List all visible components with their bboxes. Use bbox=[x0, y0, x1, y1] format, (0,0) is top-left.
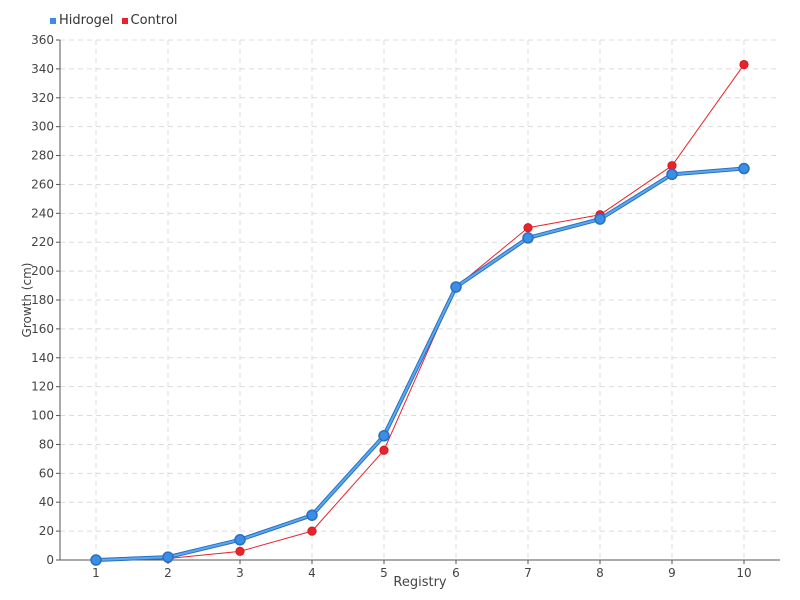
y-tick-label: 160 bbox=[31, 322, 54, 336]
y-tick-label: 280 bbox=[31, 149, 54, 163]
data-point-control[interactable] bbox=[235, 546, 245, 556]
data-point-control[interactable] bbox=[307, 526, 317, 536]
series-line-outline bbox=[95, 166, 745, 562]
y-tick-label: 320 bbox=[31, 91, 54, 105]
y-tick-label: 40 bbox=[39, 495, 54, 509]
series-line bbox=[95, 167, 745, 561]
y-tick-label: 20 bbox=[39, 524, 54, 538]
y-tick-label: 120 bbox=[31, 380, 54, 394]
data-point-control[interactable] bbox=[523, 223, 533, 233]
data-point-hidrogel[interactable] bbox=[594, 213, 606, 225]
y-tick-label: 60 bbox=[39, 466, 54, 480]
data-point-hidrogel[interactable] bbox=[90, 554, 102, 566]
x-tick-label: 2 bbox=[164, 566, 172, 580]
x-tick-label: 9 bbox=[668, 566, 676, 580]
data-point-hidrogel[interactable] bbox=[378, 430, 390, 442]
y-tick-label: 220 bbox=[31, 235, 54, 249]
x-tick-label: 3 bbox=[236, 566, 244, 580]
x-tick-label: 5 bbox=[380, 566, 388, 580]
y-tick-label: 140 bbox=[31, 351, 54, 365]
y-axis-label: Growth (cm) bbox=[20, 263, 34, 338]
x-tick-label: 10 bbox=[736, 566, 751, 580]
x-tick-label: 8 bbox=[596, 566, 604, 580]
y-tick-label: 360 bbox=[31, 33, 54, 47]
data-point-hidrogel[interactable] bbox=[450, 281, 462, 293]
legend-swatch-hidrogel bbox=[50, 17, 56, 24]
x-axis-label: Registry bbox=[393, 575, 447, 590]
data-point-hidrogel[interactable] bbox=[234, 534, 246, 546]
x-tick-label: 7 bbox=[524, 566, 532, 580]
legend-item-control[interactable]: Control bbox=[121, 13, 178, 28]
data-point-control[interactable] bbox=[739, 59, 749, 70]
axes: 0 20 40 60 80 100 120 140 160 180 200 220 240 260 280 3… bbox=[31, 33, 780, 580]
y-tick-label: 180 bbox=[31, 293, 54, 307]
y-tick-label: 300 bbox=[31, 120, 54, 134]
x-tick-label: 6 bbox=[452, 566, 460, 580]
data-point-hidrogel[interactable] bbox=[162, 551, 174, 563]
series-control bbox=[91, 59, 749, 565]
y-tick-label: 260 bbox=[31, 177, 54, 191]
y-tick-label: 80 bbox=[39, 437, 54, 451]
x-tick-label: 1 bbox=[92, 566, 100, 580]
legend: Hidrogel Control bbox=[50, 13, 178, 28]
legend-item-hidrogel[interactable]: Hidrogel bbox=[50, 13, 114, 28]
legend-label-hidrogel: Hidrogel bbox=[59, 13, 114, 28]
data-point-hidrogel[interactable] bbox=[306, 509, 318, 521]
y-tick-label: 100 bbox=[31, 409, 54, 423]
data-point-hidrogel[interactable] bbox=[738, 162, 750, 175]
grid bbox=[60, 39, 780, 560]
x-tick-label: 4 bbox=[308, 566, 316, 580]
y-tick-label: 340 bbox=[31, 62, 54, 76]
data-point-hidrogel[interactable] bbox=[522, 232, 534, 244]
y-tick-label: 240 bbox=[31, 206, 54, 220]
y-tick-label: 0 bbox=[46, 553, 54, 567]
series-hidrogel bbox=[90, 162, 750, 566]
y-tick-label: 200 bbox=[31, 264, 54, 278]
series-line bbox=[95, 64, 745, 561]
series-layer bbox=[90, 59, 750, 566]
data-point-control[interactable] bbox=[379, 445, 389, 455]
legend-swatch-control bbox=[121, 17, 128, 24]
data-point-hidrogel[interactable] bbox=[666, 168, 678, 181]
legend-label-control: Control bbox=[130, 13, 178, 28]
